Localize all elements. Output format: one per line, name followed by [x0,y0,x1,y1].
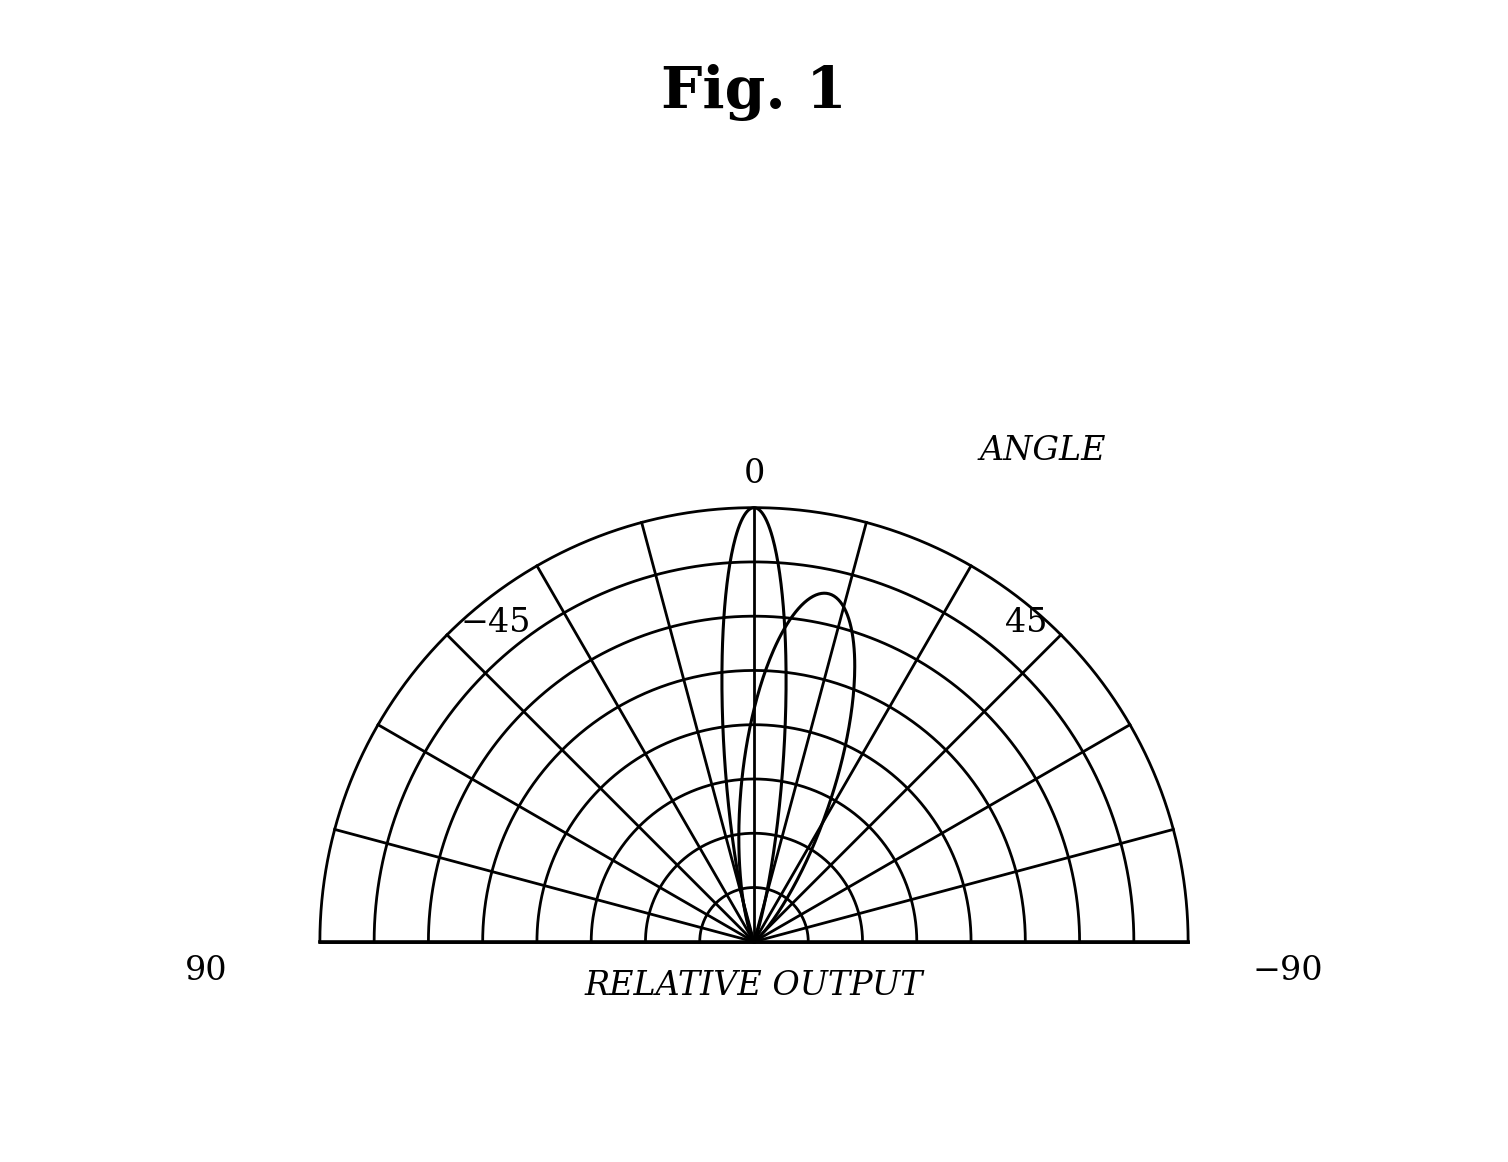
Text: 45: 45 [1004,607,1047,639]
Text: −90: −90 [1252,955,1323,987]
Text: −45: −45 [461,607,531,639]
Text: 0: 0 [743,458,765,490]
Text: 90: 90 [185,955,228,987]
Text: Fig. 1: Fig. 1 [661,64,847,122]
Text: ANGLE: ANGLE [980,436,1107,467]
Text: RELATIVE OUTPUT: RELATIVE OUTPUT [585,970,923,1002]
